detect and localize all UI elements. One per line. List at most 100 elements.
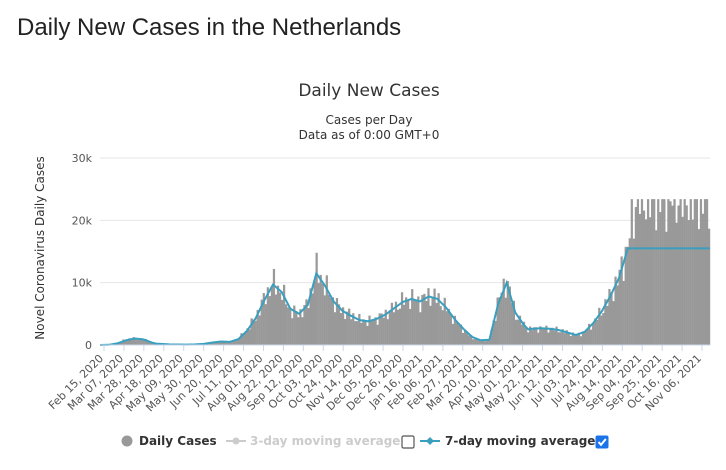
daily-cases-bar (382, 317, 385, 345)
daily-cases-bar (508, 286, 511, 345)
daily-cases-bar (524, 327, 528, 345)
daily-cases-bar (238, 338, 241, 345)
daily-cases-bar (262, 293, 265, 345)
daily-cases-bar (455, 322, 459, 345)
daily-cases-bar (498, 297, 501, 345)
daily-cases-bar (561, 329, 564, 345)
daily-cases-bar (409, 308, 412, 345)
y-tick-label: 20k (72, 214, 93, 227)
daily-cases-bar (628, 238, 631, 345)
daily-cases-bar (130, 339, 133, 345)
daily-cases-bar (488, 340, 491, 345)
daily-cases-bar (380, 313, 383, 345)
daily-cases-bar (315, 252, 318, 345)
daily-cases-bar (640, 199, 644, 345)
daily-cases-bar (547, 332, 550, 345)
daily-cases-bar (588, 323, 591, 345)
daily-cases-bar (553, 330, 556, 345)
daily-cases-bar (632, 238, 635, 345)
daily-cases-bar (327, 294, 330, 345)
daily-cases-bar (529, 326, 532, 345)
legend-checkbox[interactable] (595, 435, 609, 449)
daily-cases-bar (437, 293, 440, 345)
daily-cases-bar (313, 281, 316, 345)
daily-cases-bar (254, 320, 257, 345)
daily-cases-bars (100, 199, 711, 345)
daily-cases-bar (219, 340, 223, 345)
daily-cases-bar (323, 295, 326, 345)
daily-cases-bar (236, 339, 239, 345)
daily-cases-bar (478, 340, 481, 345)
daily-cases-bar (559, 332, 562, 345)
daily-cases-bar (616, 285, 619, 345)
daily-cases-bar (707, 228, 711, 345)
daily-cases-bar (360, 322, 363, 345)
daily-cases-bar (638, 213, 642, 345)
legend-item[interactable]: 3-day moving average (226, 434, 400, 448)
daily-cases-bar (295, 311, 298, 345)
daily-cases-bar (258, 315, 261, 345)
daily-cases-bar (691, 219, 694, 345)
daily-cases-bar (608, 288, 611, 345)
daily-cases-bar (439, 306, 442, 345)
daily-cases-bar (518, 315, 522, 345)
daily-cases-bar (429, 305, 432, 345)
daily-cases-bar (506, 281, 509, 345)
daily-cases-bar (362, 319, 365, 345)
daily-cases-bar (392, 312, 396, 345)
daily-cases-bar (417, 296, 420, 345)
daily-cases-bar (364, 321, 367, 345)
daily-cases-bar (421, 294, 424, 345)
daily-cases-bar (386, 319, 389, 345)
daily-cases-bar (370, 320, 373, 345)
daily-cases-bar (683, 199, 686, 345)
daily-cases-bar (400, 292, 404, 345)
daily-cases-bar (646, 199, 650, 345)
daily-cases-bar (276, 285, 280, 345)
daily-cases-bar (579, 336, 583, 345)
daily-cases-bar (325, 275, 328, 345)
daily-cases-bar (272, 269, 276, 345)
legend-label: 7-day moving average (445, 434, 595, 448)
y-tick-label: 0 (85, 339, 92, 352)
daily-cases-bar (543, 328, 546, 345)
legend-item[interactable]: 7-day moving average (420, 434, 595, 448)
daily-cases-bar (390, 302, 393, 345)
legend-item[interactable]: Daily Cases (121, 434, 217, 448)
daily-cases-bar (661, 199, 664, 345)
daily-cases-bar (419, 312, 422, 345)
daily-cases-bar (126, 339, 129, 345)
y-axis-label: Novel Coronavirus Daily Cases (33, 156, 47, 339)
daily-cases-bar (642, 210, 646, 345)
daily-cases-bar (433, 288, 436, 345)
daily-cases-bar (701, 213, 705, 345)
daily-cases-bar (671, 205, 674, 345)
daily-cases-bar (291, 318, 294, 345)
daily-cases-bar (232, 341, 235, 345)
daily-cases-bar (673, 199, 676, 345)
daily-cases-bar (319, 274, 322, 345)
daily-cases-bar (246, 328, 249, 345)
daily-cases-bar (618, 269, 621, 345)
daily-cases-bar (533, 327, 536, 345)
daily-cases-bar (356, 321, 359, 345)
daily-cases-bar (539, 326, 542, 345)
daily-cases-bar (583, 331, 587, 345)
legend-checkbox[interactable] (401, 435, 415, 449)
daily-cases-bar (522, 321, 526, 345)
daily-cases-bar (463, 329, 467, 345)
daily-cases-bar (358, 313, 361, 345)
daily-cases-bar (230, 340, 233, 345)
daily-cases-bar (146, 341, 149, 345)
daily-cases-bar (667, 199, 670, 345)
daily-cases-bar (585, 329, 589, 345)
daily-cases-bar (531, 329, 534, 345)
daily-cases-bar (354, 321, 357, 345)
daily-cases-bar (405, 297, 408, 345)
daily-cases-bar (425, 300, 428, 345)
daily-cases-bar (484, 341, 487, 345)
daily-cases-bar (240, 333, 243, 345)
daily-cases-bar (689, 199, 692, 345)
legend-marker-icon (121, 435, 133, 447)
